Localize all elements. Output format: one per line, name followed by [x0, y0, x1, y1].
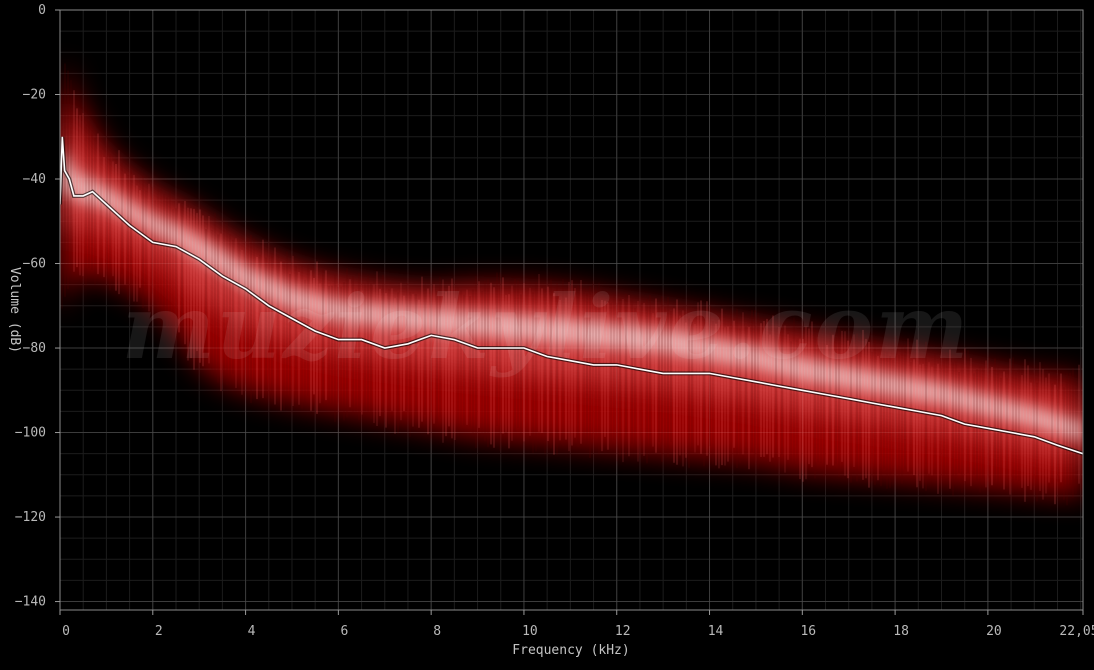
- x-tick-label: 4: [248, 624, 256, 639]
- y-tick-label: −40: [23, 172, 46, 187]
- x-axis-ticks: 0 2 4 6 8 10 12 14 16 18 20 22,05: [59, 610, 1094, 639]
- y-tick-label: −140: [15, 595, 46, 610]
- plot-frame: [59, 9, 1084, 611]
- x-axis-label: Frequency (kHz): [512, 643, 629, 658]
- x-tick-label: 16: [800, 624, 816, 639]
- x-tick-label: 22,05: [1059, 624, 1094, 639]
- y-tick-label: 0: [38, 3, 46, 18]
- y-tick-label: −100: [15, 426, 46, 441]
- watermark: muziekylive.com: [122, 275, 971, 379]
- x-tick-label: 18: [893, 624, 909, 639]
- y-tick-label: −120: [15, 510, 46, 525]
- x-tick-label: 0: [62, 624, 70, 639]
- spectrum-streaks: [61, 63, 1083, 506]
- y-tick-label: −20: [23, 88, 46, 103]
- y-tick-label: −80: [23, 341, 46, 356]
- x-tick-label: 10: [522, 624, 538, 639]
- x-tick-label: 14: [708, 624, 724, 639]
- y-axis-label: Volume (dB): [7, 267, 22, 353]
- x-tick-label: 12: [615, 624, 631, 639]
- spectrum-band-core: [60, 148, 1083, 442]
- x-tick-label: 2: [155, 624, 163, 639]
- x-tick-label: 8: [433, 624, 441, 639]
- average-volume-line: [60, 136, 1083, 455]
- x-tick-label: 6: [340, 624, 348, 639]
- x-tick-label: 20: [986, 624, 1002, 639]
- y-axis-ticks: 0 −20 −40 −60 −80 −100 −120 −140: [15, 3, 60, 610]
- y-tick-label: −60: [23, 257, 46, 272]
